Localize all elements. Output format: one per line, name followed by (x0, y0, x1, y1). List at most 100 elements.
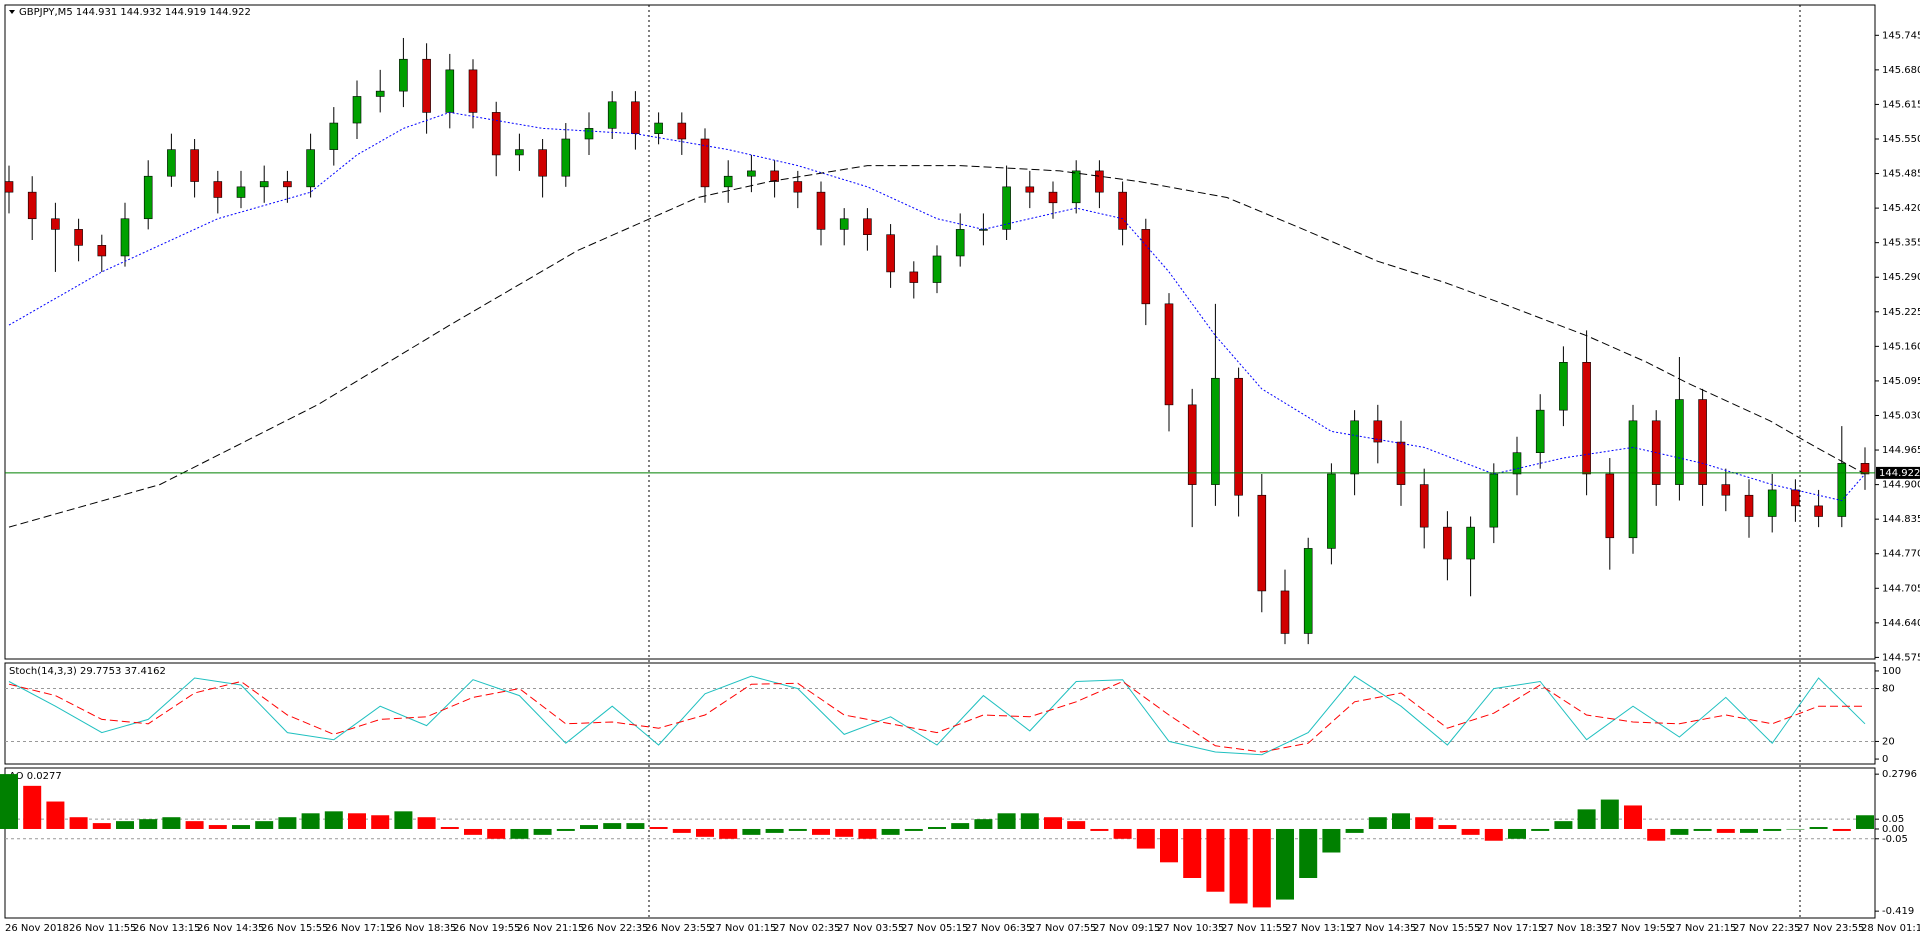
y-tick-label: 145.225 (1882, 307, 1920, 318)
candle-body (839, 218, 849, 230)
ao-bar (556, 828, 575, 831)
candle-body (1095, 170, 1104, 193)
candle-body (1744, 494, 1754, 517)
y-tick-label: 144.835 (1882, 514, 1920, 525)
candle-body (236, 186, 246, 198)
stoch-label: Stoch(14,3,3) 29.7753 37.4162 (9, 666, 166, 677)
ao-bar (162, 817, 181, 829)
x-tick-label: 26 Nov 22:35 (581, 923, 648, 934)
ao-bar (1624, 805, 1642, 829)
candle-body (1187, 404, 1197, 485)
y-tick-label: 20 (1882, 736, 1895, 747)
ao-bar (1067, 821, 1086, 829)
y-tick-label: -0.419 (1882, 906, 1914, 917)
ao-bar (1461, 828, 1480, 835)
candle-body (283, 181, 292, 188)
candle-body (1559, 362, 1568, 411)
candle-body (1675, 399, 1684, 485)
ao-bar (1252, 828, 1271, 908)
candle-body (747, 170, 756, 177)
ao-bar (788, 828, 807, 831)
price-pane (4, 4, 1876, 660)
candle-body (909, 271, 919, 283)
last-price-label: 144.922 (1879, 468, 1920, 479)
ao-bar (185, 821, 204, 829)
x-tick-label: 27 Nov 03:55 (837, 923, 904, 934)
candle-body (445, 69, 455, 113)
candle-body (1419, 484, 1429, 528)
x-tick-label: 27 Nov 01:15 (709, 923, 776, 934)
y-tick-label: 144.900 (1882, 480, 1920, 491)
y-tick-label: 145.030 (1882, 410, 1920, 421)
candle-body (143, 175, 153, 220)
ao-bar (394, 811, 413, 829)
stoch-pane (4, 662, 1876, 765)
candle-body (654, 122, 663, 134)
ao-bar (1763, 828, 1782, 831)
y-tick-label: 144.575 (1882, 652, 1920, 663)
ao-bar (696, 828, 714, 837)
candle-body (97, 245, 107, 257)
candle-body (167, 149, 176, 177)
ao-bar (278, 817, 297, 829)
candle-body (1698, 399, 1707, 485)
ao-bar (603, 823, 622, 829)
candle-body (468, 69, 478, 113)
candle-body (561, 138, 571, 177)
ao-bar (23, 785, 42, 829)
candle-body (1721, 484, 1731, 496)
candle-body (1257, 494, 1267, 592)
ao-bar (46, 801, 65, 829)
candle-body (1118, 191, 1127, 230)
y-tick-label: 145.485 (1882, 169, 1920, 180)
y-tick-label: 145.355 (1882, 238, 1920, 249)
ao-label: AO 0.0277 (9, 771, 62, 782)
candle-body (1373, 420, 1383, 443)
x-tick-label: 27 Nov 06:35 (965, 923, 1032, 934)
candle-body (306, 149, 315, 188)
y-tick-label: 144.640 (1882, 618, 1920, 629)
ao-bar (92, 823, 111, 829)
ao-bar (1206, 828, 1225, 892)
ao-bar (1183, 828, 1202, 878)
stoch-line (8, 675, 1866, 756)
x-tick-label: 27 Nov 15:55 (1413, 923, 1480, 934)
ao-bar (255, 821, 274, 829)
ao-bar (812, 828, 830, 835)
ao-bar (1531, 828, 1550, 831)
x-tick-label: 28 Nov 01:15 (1861, 923, 1920, 934)
candle-body (1327, 473, 1336, 549)
y-tick-label: 145.615 (1882, 99, 1920, 110)
x-tick-label: 27 Nov 05:15 (901, 923, 968, 934)
ao-bar (1415, 817, 1434, 829)
candle-body (1605, 473, 1615, 539)
ao-bar (904, 828, 923, 831)
x-tick-label: 26 Nov 19:55 (453, 923, 520, 934)
ao-bar (928, 827, 946, 829)
ao-bar (858, 828, 877, 839)
candle-body (677, 122, 687, 140)
menu-arrow[interactable] (9, 10, 15, 14)
ao-bar (1090, 828, 1109, 831)
candle-body (120, 218, 130, 257)
candle-body (584, 128, 594, 140)
x-tick-label: 27 Nov 18:35 (1541, 923, 1608, 934)
candle-body (932, 255, 942, 283)
candle-body (352, 96, 362, 124)
y-tick-label: 0.05 (1882, 814, 1904, 825)
x-tick-label: 27 Nov 11:55 (1221, 923, 1288, 934)
candle-body (1141, 229, 1151, 305)
ao-bar (1809, 827, 1828, 829)
ao-bar (1786, 828, 1805, 830)
last-price-box (1876, 466, 1920, 479)
ao-bar (1554, 821, 1573, 829)
candle-body (1025, 186, 1035, 193)
ao-bar (487, 828, 506, 839)
candle-body (27, 191, 37, 220)
ao-bar (1160, 828, 1178, 863)
ao-bar (301, 813, 320, 829)
candle-body (863, 218, 872, 235)
ao-bar (1229, 828, 1248, 904)
candle-body (515, 149, 524, 156)
ao-pane (4, 767, 1876, 919)
